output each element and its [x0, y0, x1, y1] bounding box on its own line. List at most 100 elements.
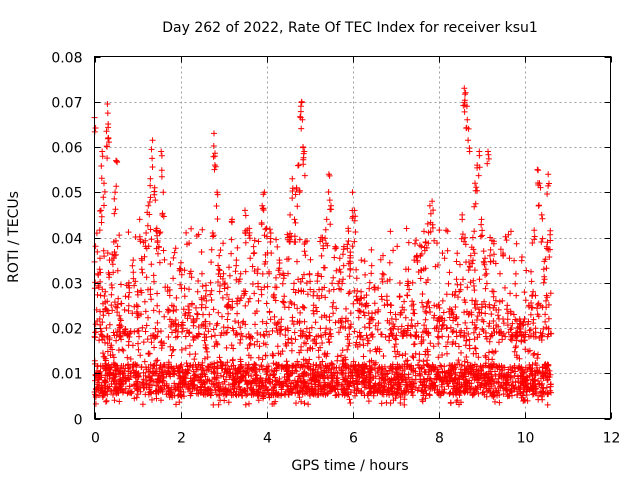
data-point — [523, 267, 530, 274]
data-point — [210, 368, 217, 375]
data-point — [447, 324, 454, 331]
data-point — [255, 280, 261, 287]
data-point — [454, 321, 461, 328]
data-point — [150, 307, 157, 314]
data-point — [221, 369, 228, 376]
data-point — [242, 401, 249, 408]
data-point — [216, 252, 223, 259]
data-point — [246, 342, 253, 348]
data-point — [529, 391, 536, 398]
data-point — [468, 385, 475, 392]
data-point — [390, 247, 397, 254]
data-point — [378, 379, 385, 386]
data-point — [465, 137, 472, 144]
data-point — [245, 298, 252, 305]
data-point — [182, 370, 189, 377]
data-point — [278, 384, 285, 391]
x-tick-label: 4 — [263, 431, 272, 447]
data-point — [145, 351, 152, 357]
data-point — [280, 298, 287, 305]
data-point — [248, 373, 255, 380]
data-point — [548, 389, 554, 396]
data-point — [225, 399, 232, 406]
data-point — [230, 389, 237, 396]
data-point — [117, 316, 124, 322]
data-point — [347, 323, 354, 330]
data-point — [177, 388, 184, 395]
data-point — [416, 370, 423, 377]
data-point — [410, 380, 417, 387]
data-point — [485, 363, 492, 370]
data-point — [287, 298, 294, 305]
x-axis-label: GPS time / hours — [291, 458, 408, 474]
data-point — [370, 384, 376, 391]
data-point — [364, 335, 371, 342]
data-point — [395, 385, 402, 392]
data-point — [179, 328, 186, 335]
data-point — [330, 310, 337, 317]
data-point — [507, 387, 514, 394]
data-point — [350, 358, 357, 365]
data-point — [329, 361, 336, 368]
data-point — [545, 315, 552, 322]
data-point — [434, 390, 441, 397]
data-point — [367, 369, 374, 376]
data-point — [120, 388, 127, 395]
data-point — [436, 374, 443, 381]
data-point — [412, 240, 418, 247]
data-point — [391, 344, 398, 350]
data-point — [301, 248, 308, 255]
data-point — [394, 243, 401, 250]
x-tick-label: 12 — [603, 431, 621, 447]
data-point — [217, 332, 224, 339]
data-point — [472, 200, 479, 207]
data-point — [444, 380, 451, 387]
data-point — [192, 351, 199, 357]
data-point — [495, 312, 501, 319]
data-point — [114, 159, 121, 166]
data-point — [539, 235, 546, 242]
data-point — [412, 350, 419, 357]
data-point — [244, 385, 251, 392]
data-point — [305, 365, 312, 372]
data-point — [132, 374, 139, 381]
data-point — [292, 364, 299, 371]
data-point — [419, 396, 426, 403]
data-point — [361, 324, 368, 331]
data-point — [430, 343, 437, 350]
data-point — [154, 290, 161, 297]
data-point — [361, 392, 368, 399]
data-point — [272, 381, 279, 388]
data-point — [224, 359, 231, 366]
data-point — [495, 387, 502, 394]
data-point — [250, 250, 257, 257]
data-point — [358, 288, 365, 295]
data-point — [458, 373, 465, 380]
data-point — [268, 250, 275, 257]
data-point — [452, 374, 459, 381]
data-point — [262, 352, 269, 359]
data-point — [458, 381, 465, 388]
data-point — [137, 352, 144, 359]
data-point — [216, 354, 223, 361]
data-point — [511, 348, 518, 355]
data-point — [472, 385, 479, 391]
data-point — [122, 293, 129, 300]
y-tick-labels: 0 0.01 0.02 0.03 0.04 0.05 0.06 0.07 0.08 — [51, 51, 82, 429]
data-point — [189, 377, 196, 384]
data-point — [502, 333, 509, 340]
data-point — [251, 290, 258, 297]
data-point — [528, 268, 534, 275]
data-point — [234, 244, 241, 251]
data-point — [352, 377, 359, 384]
data-point — [387, 326, 394, 333]
data-point — [334, 357, 341, 364]
data-point — [92, 321, 99, 328]
data-point — [127, 356, 134, 362]
data-point — [312, 319, 319, 326]
data-point — [330, 299, 337, 306]
data-point — [231, 385, 238, 392]
data-point — [404, 361, 411, 368]
data-point — [106, 321, 113, 328]
data-point — [412, 372, 419, 379]
